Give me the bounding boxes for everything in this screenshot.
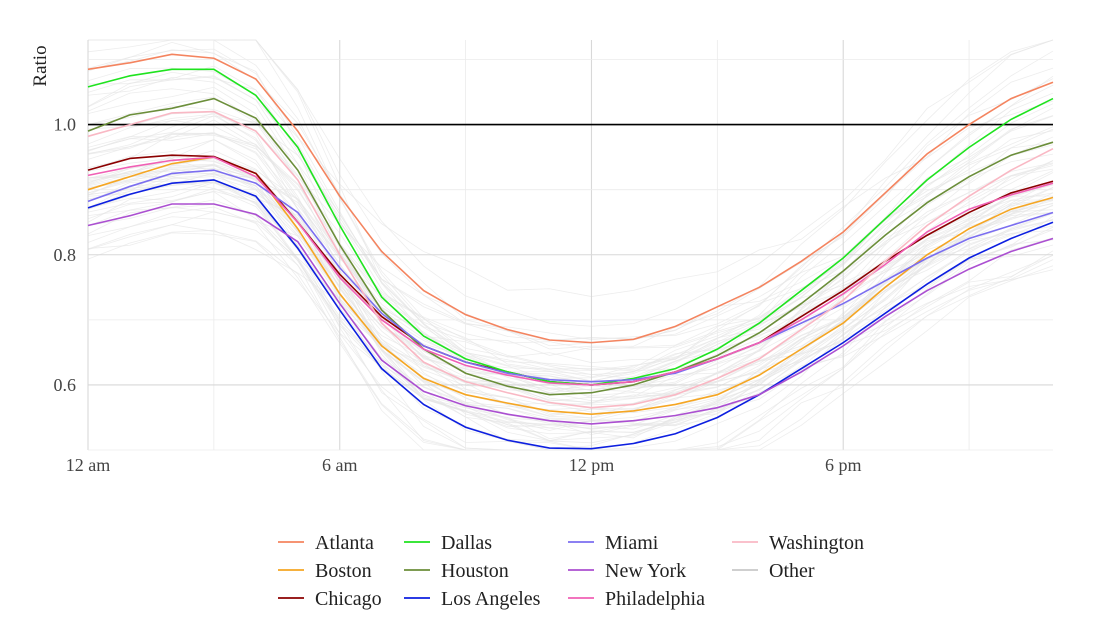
- series-line-washington: [87, 110, 1054, 409]
- legend-item-boston: Boston: [278, 560, 372, 582]
- background-series-line: [87, 216, 1054, 451]
- legend-item-new-york: New York: [568, 560, 686, 582]
- background-series-line: [87, 168, 1054, 391]
- y-tick-labels: 0.6 0.8 1.0: [54, 115, 77, 395]
- legend-item-other: Other: [732, 560, 815, 582]
- y-axis-title: Ratio: [30, 45, 51, 86]
- series-line-new-york: [87, 203, 1054, 425]
- background-series-line: [87, 155, 1054, 388]
- series-line-atlanta: [87, 53, 1054, 344]
- legend-item-atlanta: Atlanta: [278, 532, 374, 554]
- legend-label: Other: [769, 560, 815, 582]
- series-lines: [87, 53, 1054, 450]
- legend-item-washington: Washington: [732, 532, 864, 554]
- legend-label: Atlanta: [315, 532, 374, 554]
- background-series-line: [87, 206, 1054, 406]
- legend-label: New York: [605, 560, 686, 582]
- background-series-line: [87, 176, 1054, 397]
- x-tick-label: 12 am: [66, 455, 111, 475]
- legend: Atlanta Boston Chicago Dallas Houston Los Ang…: [278, 532, 864, 610]
- legend-label: Houston: [441, 560, 509, 582]
- y-tick-label: 1.0: [54, 115, 77, 135]
- background-series-line: [87, 115, 1054, 341]
- y-tick-label: 0.6: [54, 375, 77, 395]
- x-tick-label: 6 am: [322, 455, 358, 475]
- background-series-line: [87, 158, 1054, 441]
- legend-label: Chicago: [315, 588, 382, 610]
- legend-item-houston: Houston: [404, 560, 509, 582]
- background-series-line: [87, 180, 1054, 451]
- series-line-dallas: [87, 68, 1054, 386]
- background-series-line: [87, 224, 1054, 451]
- background-lines: [87, 39, 1054, 451]
- background-series-line: [87, 165, 1054, 431]
- legend-item-dallas: Dallas: [404, 532, 492, 554]
- series-line-philadelphia: [87, 156, 1054, 386]
- background-series-line: [87, 65, 1054, 422]
- background-series-line: [87, 187, 1054, 451]
- background-series-line: [87, 159, 1054, 440]
- background-series-line: [87, 48, 1054, 385]
- legend-item-philadelphia: Philadelphia: [568, 588, 705, 610]
- background-series-line: [87, 119, 1054, 394]
- legend-label: Los Angeles: [441, 588, 541, 610]
- x-tick-label: 12 pm: [569, 455, 615, 475]
- background-series-line: [87, 167, 1054, 423]
- legend-label: Washington: [769, 532, 864, 554]
- background-series-line: [88, 39, 1054, 347]
- background-series-line: [87, 88, 1054, 375]
- background-series-line: [87, 164, 1054, 364]
- x-tick-labels: 12 am 6 am 12 pm 6 pm: [66, 455, 862, 475]
- x-tick-label: 6 pm: [825, 455, 862, 475]
- background-series-line: [87, 150, 1054, 372]
- legend-label: Philadelphia: [605, 588, 705, 610]
- background-series-line: [87, 133, 1054, 382]
- y-tick-label: 0.8: [54, 245, 77, 265]
- background-series-line: [88, 39, 1054, 382]
- legend-item-los-angeles: Los Angeles: [404, 588, 541, 610]
- series-line-miami: [87, 169, 1054, 383]
- background-series-line: [87, 190, 1054, 451]
- legend-item-chicago: Chicago: [278, 588, 382, 610]
- background-series-line: [87, 163, 1054, 403]
- background-series-line: [87, 211, 1054, 426]
- background-series-line: [87, 113, 1054, 404]
- legend-label: Boston: [315, 560, 372, 582]
- legend-label: Miami: [605, 532, 659, 554]
- background-series-line: [87, 71, 1054, 297]
- background-series-line: [87, 96, 1054, 371]
- legend-item-miami: Miami: [568, 532, 659, 554]
- series-line-los-angeles: [87, 179, 1054, 450]
- background-series-line: [87, 191, 1054, 439]
- background-series-line: [87, 86, 1054, 444]
- legend-label: Dallas: [441, 532, 492, 554]
- background-series-line: [88, 39, 1054, 327]
- background-series-line: [87, 229, 1054, 402]
- background-series-line: [87, 182, 1054, 430]
- background-series-line: [87, 67, 1054, 392]
- series-line-houston: [87, 97, 1054, 396]
